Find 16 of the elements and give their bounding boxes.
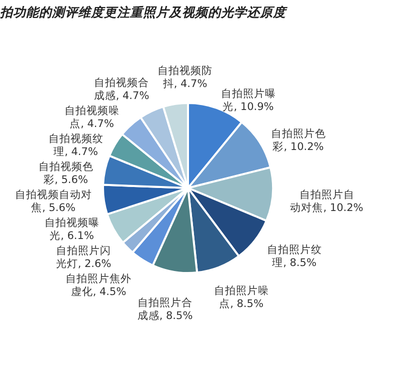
slice-label: 自拍视频纹理, 4.7% (48, 132, 104, 158)
slice-label: 自拍照片纹理, 8.5% (266, 243, 322, 269)
slice-label: 自拍照片焦外虚化, 4.5% (66, 272, 132, 298)
slice-label: 自拍照片色彩, 10.2% (270, 127, 326, 153)
slice-label: 自拍视频防抖, 4.7% (158, 64, 212, 90)
slice-label: 自拍照片噪点, 8.5% (214, 284, 269, 310)
slice-label: 自拍视频噪点, 4.7% (64, 104, 120, 130)
chart-title: 拍功能的测评维度更注重照片及视频的光学还原度 (0, 4, 288, 20)
slice-label: 自拍照片合成感, 8.5% (137, 296, 193, 322)
slice-label: 自拍视频色彩, 5.6% (38, 160, 94, 186)
slice-label: 自拍视频合成感, 4.7% (94, 76, 150, 102)
slice-label: 自拍照片闪光灯, 2.6% (56, 244, 112, 270)
slice-label: 自拍视频自动对焦, 5.6% (14, 188, 92, 214)
slice-label: 自拍照片自动对焦, 10.2% (290, 188, 364, 214)
slice-label: 自拍视频曝光, 6.1% (44, 216, 100, 242)
slice-label: 自拍照片曝光, 10.9% (220, 87, 276, 113)
